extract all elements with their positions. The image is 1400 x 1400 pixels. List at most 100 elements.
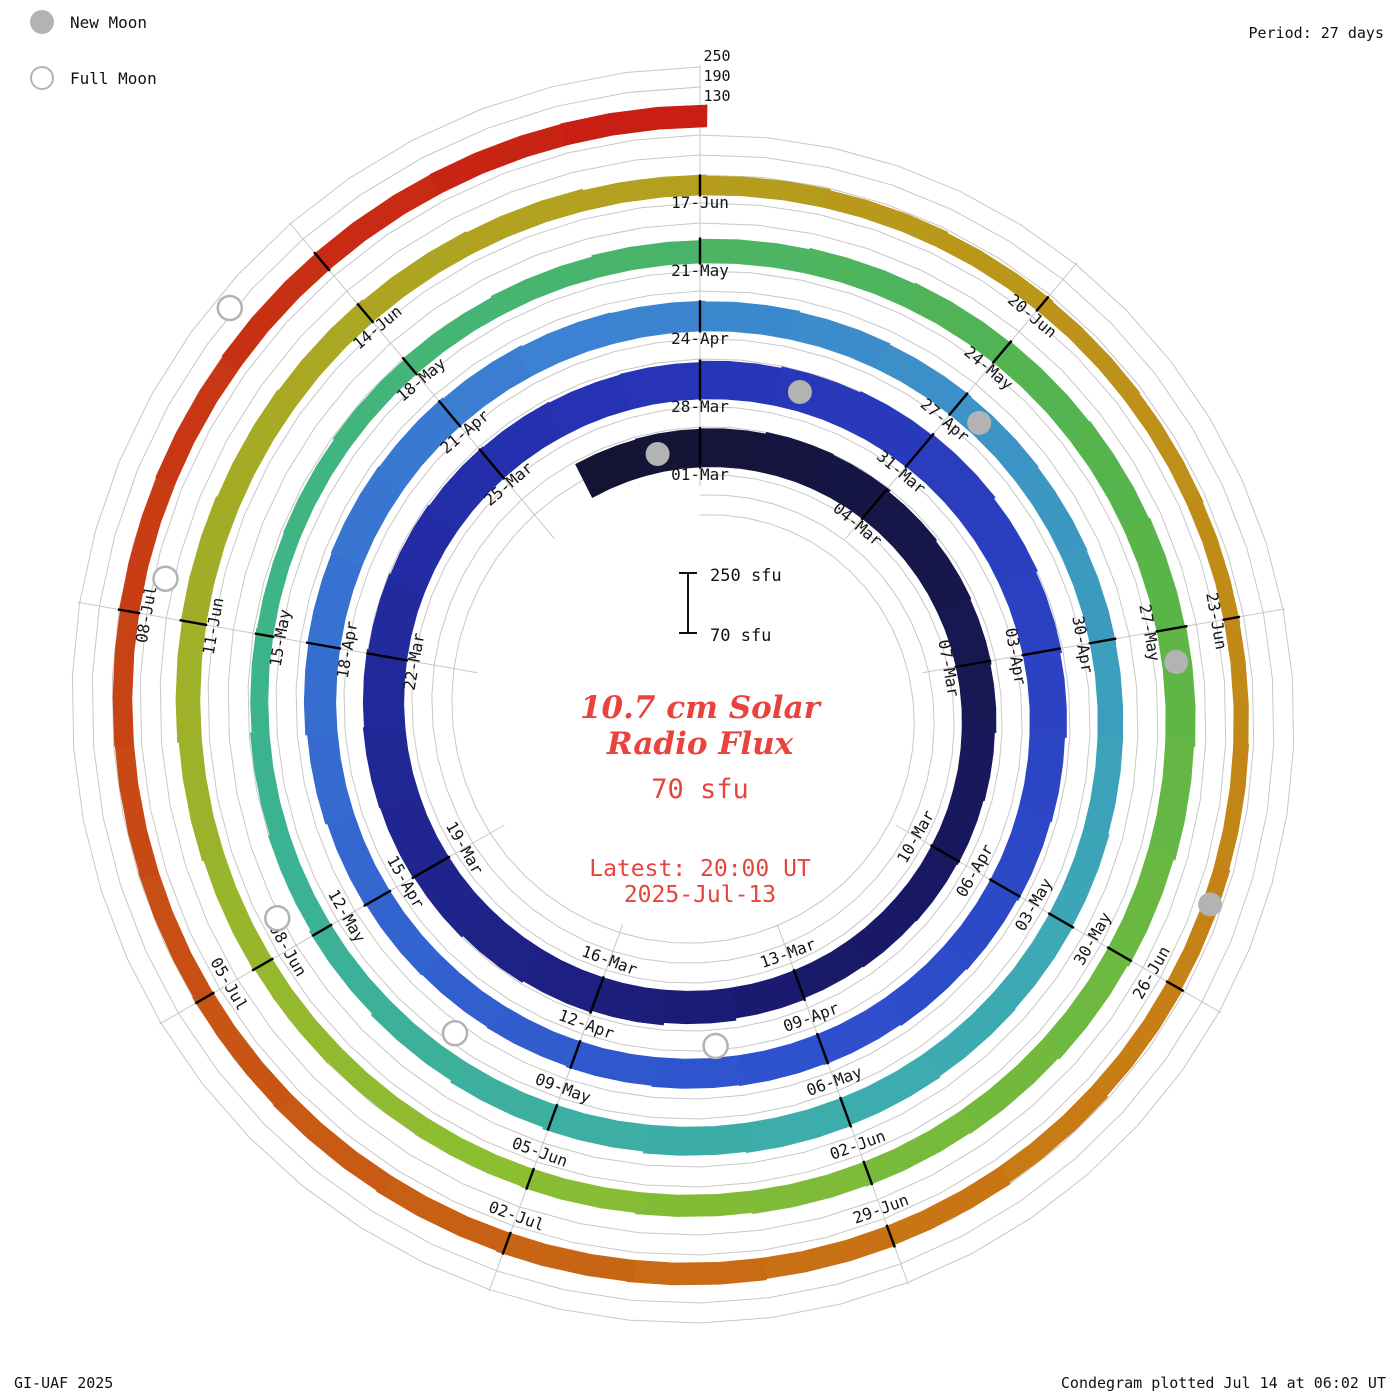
day-tick [1088, 637, 1117, 645]
day-tick [501, 1231, 512, 1255]
day-tick [401, 356, 419, 376]
day-tick [1165, 980, 1185, 993]
new-moon-marker [645, 442, 670, 466]
day-tick [862, 1160, 874, 1186]
condegram-generated: 01-Mar04-Mar07-Mar10-Mar13-Mar16-Mar19-M… [71, 47, 1295, 1324]
flux-day-segment [991, 913, 1074, 1014]
flux-day-segment [742, 1098, 852, 1154]
flux-day-segment [1105, 846, 1176, 967]
flux-day-segment [180, 496, 240, 626]
flux-day-segment [357, 231, 476, 323]
flux-day-segment [496, 1230, 637, 1283]
flux-day-segment [788, 310, 891, 370]
flux-day-segment [952, 726, 996, 802]
flux-day-segment [699, 301, 801, 341]
new-moon-marker [967, 410, 992, 435]
flux-day-segment [958, 494, 1038, 587]
chart-title: 10.7 cm Solar Radio Flux [0, 690, 1400, 762]
flux-day-segment [250, 628, 274, 739]
day-tick [1106, 946, 1133, 963]
radial-axis-label: 190 [703, 67, 730, 85]
flux-day-segment [998, 567, 1063, 660]
full-moon-label: Full Moon [70, 68, 157, 88]
flux-day-segment [1022, 648, 1067, 738]
full-moon-marker [152, 565, 179, 592]
flux-day-segment [402, 294, 506, 375]
flux-day-segment [330, 466, 406, 567]
day-tick [254, 632, 275, 639]
flux-day-segment [861, 489, 938, 563]
credit-label: GI-UAF 2025 [14, 1374, 114, 1392]
flux-day-segment [249, 731, 290, 841]
flux-day-segment [272, 1091, 395, 1196]
flux-day-segment [1061, 545, 1117, 649]
flux-day-segment [560, 104, 708, 146]
flux-day-segment [274, 299, 378, 410]
flux-day-segment [367, 573, 426, 661]
flux-day-segment [626, 1257, 767, 1286]
flux-day-segment [486, 1004, 581, 1068]
day-tick [991, 339, 1013, 365]
flux-day-segment [803, 247, 921, 309]
flux-day-segment [750, 1161, 873, 1215]
day-tick [356, 302, 375, 324]
day-tick [860, 488, 889, 521]
radial-axis-labels: 250 190 130 [703, 47, 730, 105]
day-tick [305, 641, 342, 650]
flux-day-segment [439, 345, 536, 427]
date-label: 28-Mar [671, 397, 729, 416]
date-label: 17-Jun [671, 193, 729, 212]
day-tick [311, 923, 333, 937]
day-tick [1021, 647, 1061, 657]
flux-day-segment [651, 1055, 744, 1089]
legend-full-moon: Full Moon [30, 66, 157, 90]
flux-day-segment [1067, 421, 1152, 535]
day-tick [815, 1032, 830, 1065]
legend-new-moon: New Moon [30, 10, 147, 34]
day-tick [929, 844, 961, 863]
new-moon-marker [1164, 650, 1189, 674]
day-tick [179, 619, 208, 627]
current-flux-value: 70 sfu [651, 774, 749, 805]
latest-date: 2025-Jul-13 [623, 882, 777, 908]
full-moon-marker [264, 904, 291, 932]
flux-day-segment [490, 255, 603, 316]
flux-day-segment [905, 434, 996, 523]
flux-day-segment [479, 401, 566, 479]
flux-day-segment [375, 397, 464, 491]
flux-day-segment [904, 537, 972, 614]
day-tick [366, 652, 409, 662]
moon-markers [152, 294, 1223, 1060]
date-spoke [288, 221, 556, 540]
title-line2: Radio Flux [606, 726, 794, 762]
flux-day-segment [426, 446, 507, 532]
flux-day-segment [993, 341, 1094, 443]
day-tick [411, 855, 451, 880]
flux-day-segment [1147, 738, 1195, 861]
day-tick [947, 392, 969, 417]
title-line1: 10.7 cm Solar [579, 690, 821, 726]
flux-day-segment [929, 787, 985, 866]
flux-day-segment [565, 1039, 660, 1087]
flux-day-segment [735, 1034, 828, 1087]
flux-day-segment [635, 1190, 759, 1217]
flux-day-segment [370, 998, 469, 1084]
day-tick [569, 1039, 582, 1070]
new-moon-icon [30, 10, 54, 34]
flux-day-segment [846, 896, 919, 968]
date-label: 21-May [671, 261, 729, 280]
day-tick [117, 608, 141, 615]
flux-day-segment [1036, 297, 1141, 403]
flux-day-segment [883, 943, 970, 1027]
flux-day-segment [283, 434, 352, 540]
new-moon-label: New Moon [70, 12, 148, 32]
flux-day-segment [819, 188, 949, 249]
new-moon-marker [787, 380, 812, 404]
date-label: 01-Mar [671, 465, 729, 484]
day-tick [954, 659, 992, 669]
flux-day-segment [1185, 495, 1241, 627]
flux-day-segment [933, 229, 1054, 315]
full-moon-marker [216, 294, 244, 322]
flux-spiral [112, 104, 1250, 1286]
new-moon-marker [1198, 892, 1223, 917]
